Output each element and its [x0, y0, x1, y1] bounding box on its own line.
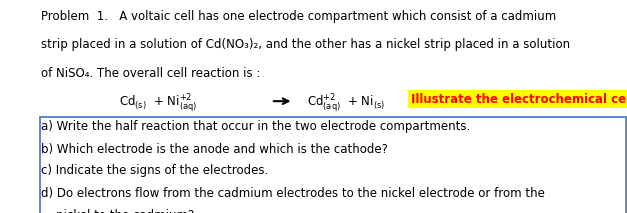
Text: a) Write the half reaction that occur in the two electrode compartments.: a) Write the half reaction that occur in… — [41, 120, 470, 133]
Text: c) Indicate the signs of the electrodes.: c) Indicate the signs of the electrodes. — [41, 164, 268, 177]
Text: b) Which electrode is the anode and which is the cathode?: b) Which electrode is the anode and whic… — [41, 143, 387, 156]
Text: of NiSO₄. The overall cell reaction is :: of NiSO₄. The overall cell reaction is : — [41, 67, 260, 80]
Bar — [40, 117, 626, 213]
Text: Problem  1.   A voltaic cell has one electrode compartment which consist of a ca: Problem 1. A voltaic cell has one electr… — [41, 10, 556, 23]
Text: Illustrate the electrochemical cell.: Illustrate the electrochemical cell. — [411, 93, 627, 106]
Text: d) Do electrons flow from the cadmium electrodes to the nickel electrode or from: d) Do electrons flow from the cadmium el… — [41, 187, 545, 200]
Text: $\mathrm{Cd_{(s)}}$  + $\mathrm{Ni^{+2}_{(aq)}}$: $\mathrm{Cd_{(s)}}$ + $\mathrm{Ni^{+2}_{… — [119, 93, 198, 115]
Text: strip placed in a solution of Cd(NO₃)₂, and the other has a nickel strip placed : strip placed in a solution of Cd(NO₃)₂, … — [41, 38, 570, 51]
Text: $\mathrm{Cd^{+2}_{(aq)}}$  + $\mathrm{Ni_{(s)}}$: $\mathrm{Cd^{+2}_{(aq)}}$ + $\mathrm{Ni_… — [307, 93, 386, 115]
Text: nickel to the cadmium?: nickel to the cadmium? — [56, 209, 194, 213]
